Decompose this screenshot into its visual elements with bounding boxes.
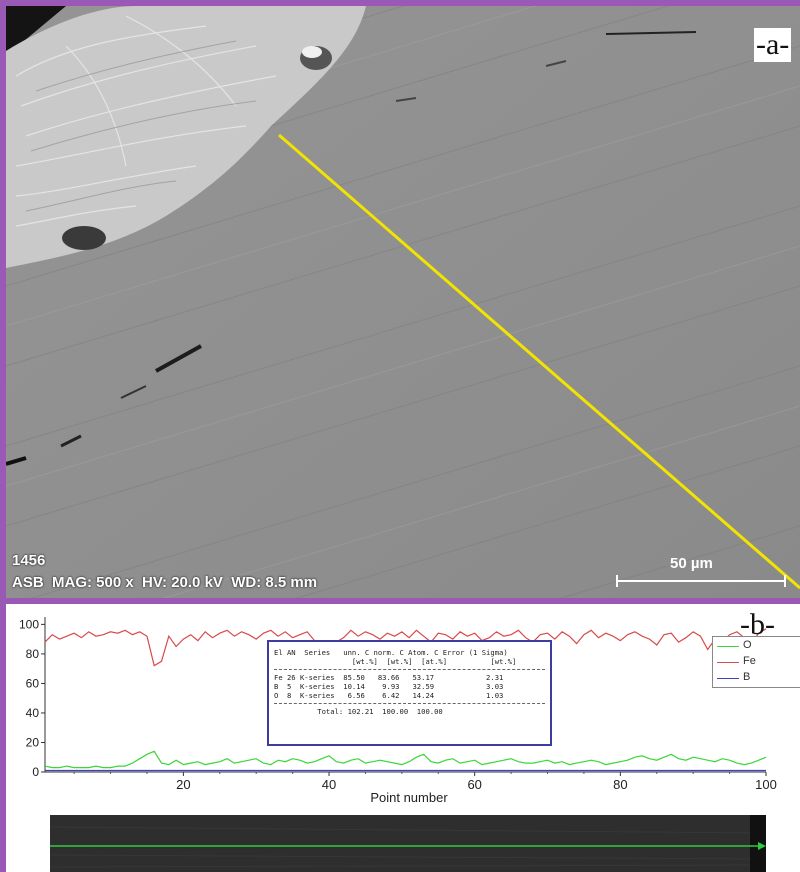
x-axis-label: Point number	[370, 790, 448, 805]
table-row-o: O 8 K-series 6.56 6.42 14.24 1.03	[274, 691, 504, 700]
legend-swatch-fe	[717, 662, 739, 663]
sem-micrograph: -a- 1456 ASB MAG: 500 x HV: 20.0 kV WD: …	[6, 6, 800, 598]
legend-item-o: O	[713, 639, 800, 653]
legend-label-o: O	[743, 639, 752, 651]
sem-image	[6, 6, 800, 598]
x-tick-label: 80	[613, 777, 627, 792]
table-row-fe: Fe 26 K-series 85.50 83.66 53.17 2.31	[274, 673, 504, 682]
legend-swatch-b	[717, 678, 739, 679]
x-tick-label: 40	[322, 777, 336, 792]
table-separator	[274, 669, 545, 670]
y-tick-label: 100	[19, 617, 39, 631]
table-separator	[274, 703, 545, 704]
legend-swatch-o	[717, 646, 739, 647]
scan-arrow-icon	[758, 842, 766, 850]
line-scan-path	[278, 133, 800, 590]
y-tick-label: 60	[26, 676, 40, 690]
x-tick-label: 60	[467, 777, 481, 792]
scale-bar-label: 50 µm	[670, 555, 713, 572]
legend-item-b: B	[713, 671, 800, 685]
panel-divider	[0, 598, 800, 604]
x-tick-label: 20	[176, 777, 190, 792]
image-id: 1456	[12, 552, 46, 569]
table-header-1: El AN Series unn. C norm. C Atom. C Erro…	[274, 648, 508, 657]
y-tick-label: 20	[26, 735, 40, 749]
legend-label-fe: Fe	[743, 655, 756, 667]
y-tick-label: 80	[26, 647, 40, 661]
y-tick-label: 0	[32, 765, 39, 779]
legend-item-fe: Fe	[713, 655, 800, 669]
panel-a-label: -a-	[754, 28, 792, 62]
line-scan-strip-image	[50, 815, 766, 872]
acquisition-info: ASB MAG: 500 x HV: 20.0 kV WD: 8.5 mm	[12, 574, 318, 591]
table-row-b: B 5 K-series 10.14 9.93 32.59 3.03	[274, 682, 504, 691]
table-total: Total: 102.21 100.00 100.00	[274, 707, 443, 716]
series-line-fe	[44, 628, 767, 667]
y-tick-label: 40	[26, 706, 40, 720]
panel-b-label: -b-	[740, 608, 775, 641]
chart-legend: O Fe B	[712, 636, 800, 688]
legend-label-b: B	[743, 671, 751, 683]
series-line-o	[44, 750, 767, 769]
quantification-table: El AN Series unn. C norm. C Atom. C Erro…	[267, 640, 552, 746]
table-header-2: [wt.%] [wt.%] [at.%] [wt.%]	[274, 657, 517, 666]
x-tick-label: 100	[755, 777, 777, 792]
